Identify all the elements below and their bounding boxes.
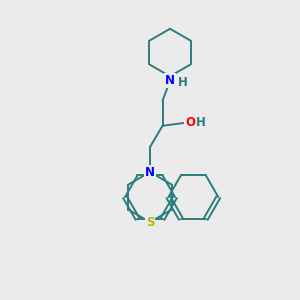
Text: H: H bbox=[195, 116, 205, 129]
Text: N: N bbox=[145, 166, 155, 178]
Text: H: H bbox=[178, 76, 187, 89]
Text: S: S bbox=[146, 216, 154, 229]
Text: N: N bbox=[165, 74, 175, 87]
Text: O: O bbox=[185, 116, 195, 129]
